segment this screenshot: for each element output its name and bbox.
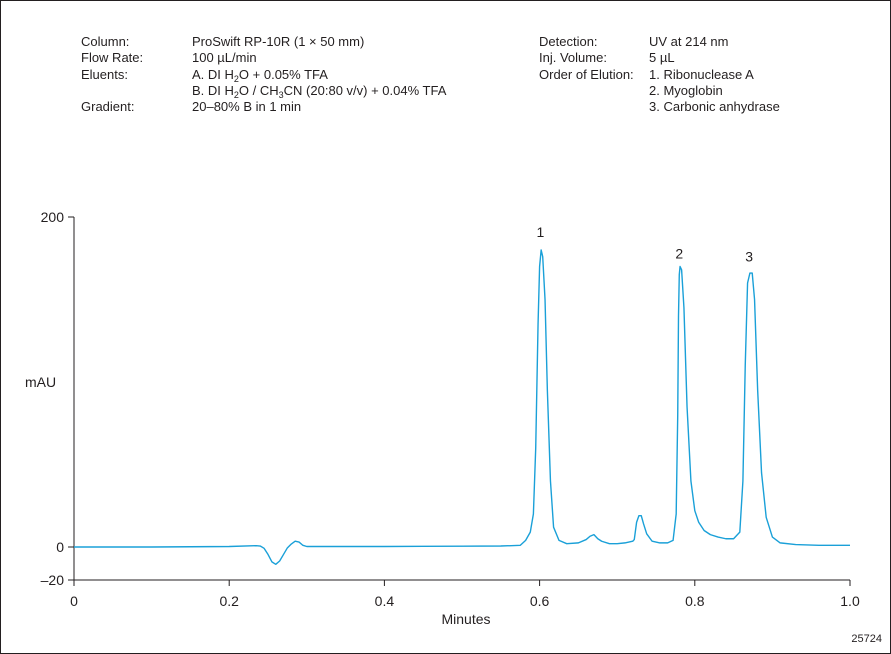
x-tick-label: 0.8 — [685, 593, 705, 609]
y-tick-label: 0 — [56, 539, 64, 555]
right-condition-value: 3. Carbonic anhydrase — [649, 99, 780, 115]
x-tick-label: 0.2 — [219, 593, 239, 609]
x-tick-label: 0 — [70, 593, 78, 609]
peak-labels: 1 2 3 — [536, 224, 753, 265]
left-condition-value: ProSwift RP-10R (1 × 50 mm) — [192, 34, 365, 49]
right-condition-value: 5 µL — [649, 50, 675, 66]
left-condition-value: A. DI H2O + 0.05% TFA — [192, 66, 328, 84]
x-tick-label: 1.0 — [840, 593, 860, 609]
trace — [74, 249, 850, 566]
figure-id: 25724 — [851, 633, 882, 645]
chromatogram-line — [74, 249, 850, 566]
peak-label: 2 — [675, 245, 683, 261]
left-condition-value: 20–80% B in 1 min — [192, 99, 302, 115]
x-axis-label: Minutes — [441, 611, 490, 627]
axes — [73, 217, 850, 581]
left-condition-label: Column: — [81, 34, 130, 49]
y-axis-label: mAU — [25, 374, 56, 390]
right-condition-value: 1. Ribonuclease A — [649, 66, 754, 82]
ticks: 0 0.2 0.4 0.6 0.8 1.0 –20 0 200 — [41, 209, 860, 609]
right-condition-label: Inj. Volume: — [539, 50, 607, 66]
x-tick-label: 0.6 — [530, 593, 550, 609]
peak-label: 1 — [536, 224, 544, 240]
x-tick-label: 0.4 — [375, 593, 395, 609]
right-condition-value: 2. Myoglobin — [649, 82, 723, 98]
y-tick-label: –20 — [41, 572, 65, 588]
right-condition-label: Detection: — [539, 34, 598, 49]
y-tick-label: 200 — [41, 209, 65, 225]
peak-label: 3 — [745, 249, 753, 265]
left-condition-value: B. DI H2O / CH3CN (20:80 v/v) + 0.04% TF… — [192, 82, 447, 100]
left-condition-label: Flow Rate: — [81, 50, 144, 66]
right-condition-label: Order of Elution: — [539, 66, 634, 82]
left-condition-value: 100 µL/min — [192, 50, 257, 66]
left-condition-label: Gradient: — [81, 99, 135, 115]
right-condition-value: UV at 214 nm — [649, 34, 729, 49]
left-condition-label: Eluents: — [81, 66, 128, 82]
